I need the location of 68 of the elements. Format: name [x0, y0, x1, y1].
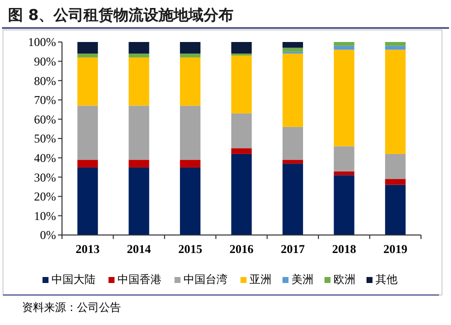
chart-title: 图 8、公司租赁物流设施地域分布 — [8, 6, 234, 24]
bar — [180, 160, 200, 168]
bar — [282, 160, 304, 164]
bar — [180, 106, 200, 160]
bar — [128, 167, 150, 235]
bar — [231, 154, 252, 235]
bar — [180, 42, 200, 54]
bar — [77, 42, 98, 54]
bar — [128, 54, 150, 58]
bar — [77, 167, 98, 235]
bar — [231, 42, 252, 54]
x-tick-label: 2017 — [280, 242, 305, 256]
legend-label: 亚洲 — [250, 273, 272, 286]
bar — [128, 160, 150, 168]
bar — [128, 106, 150, 160]
bar — [77, 54, 98, 58]
text: 资料来源：公司公告 — [22, 301, 121, 314]
legend-label: 其他 — [376, 273, 398, 286]
bar — [180, 54, 200, 58]
y-tick-label: 60% — [34, 112, 56, 126]
bar — [385, 179, 406, 185]
bar — [231, 113, 252, 148]
bar — [385, 154, 406, 180]
bar — [128, 42, 150, 54]
y-tick-label: 40% — [34, 151, 56, 165]
bar — [282, 126, 304, 160]
y-tick-label: 50% — [34, 132, 56, 146]
legend-label: 欧洲 — [334, 273, 356, 286]
y-tick-label: 80% — [34, 74, 56, 88]
bar — [180, 167, 200, 235]
bar — [334, 46, 354, 50]
bar — [385, 46, 406, 50]
x-tick-label: 2014 — [126, 242, 151, 256]
legend-label: 中国香港 — [118, 273, 162, 286]
bar — [180, 57, 200, 106]
bar — [77, 57, 98, 106]
bar — [385, 50, 406, 154]
x-tick-label: 2015 — [178, 242, 202, 256]
y-tick-label: 20% — [34, 190, 56, 204]
bar — [334, 171, 354, 176]
y-tick-label: 30% — [34, 170, 56, 184]
bar — [334, 50, 354, 146]
y-tick-label: 100% — [28, 35, 56, 50]
bar — [385, 42, 406, 46]
x-tick-label: 2019 — [383, 242, 408, 256]
bar — [77, 160, 98, 168]
bar — [282, 48, 304, 52]
y-tick-label: 90% — [34, 54, 56, 68]
bar — [282, 42, 304, 48]
bar — [385, 184, 406, 235]
bar — [282, 54, 304, 127]
legend-label: 中国台湾 — [184, 273, 228, 286]
x-tick-label: 2018 — [332, 242, 356, 256]
bar — [231, 148, 252, 154]
bar — [334, 175, 354, 235]
x-tick-label: 2013 — [76, 242, 100, 256]
bar — [334, 42, 354, 46]
y-tick-label: 0% — [40, 228, 56, 242]
legend-label: 美洲 — [292, 273, 314, 286]
bar — [231, 56, 252, 114]
bar — [282, 164, 304, 235]
bar — [334, 146, 354, 172]
y-tick-label: 70% — [34, 93, 56, 108]
x-tick-label: 2016 — [230, 242, 254, 256]
bar — [128, 57, 150, 106]
bar — [77, 106, 98, 160]
y-tick-label: 10% — [34, 208, 56, 223]
legend-label: 中国大陆 — [52, 273, 96, 286]
